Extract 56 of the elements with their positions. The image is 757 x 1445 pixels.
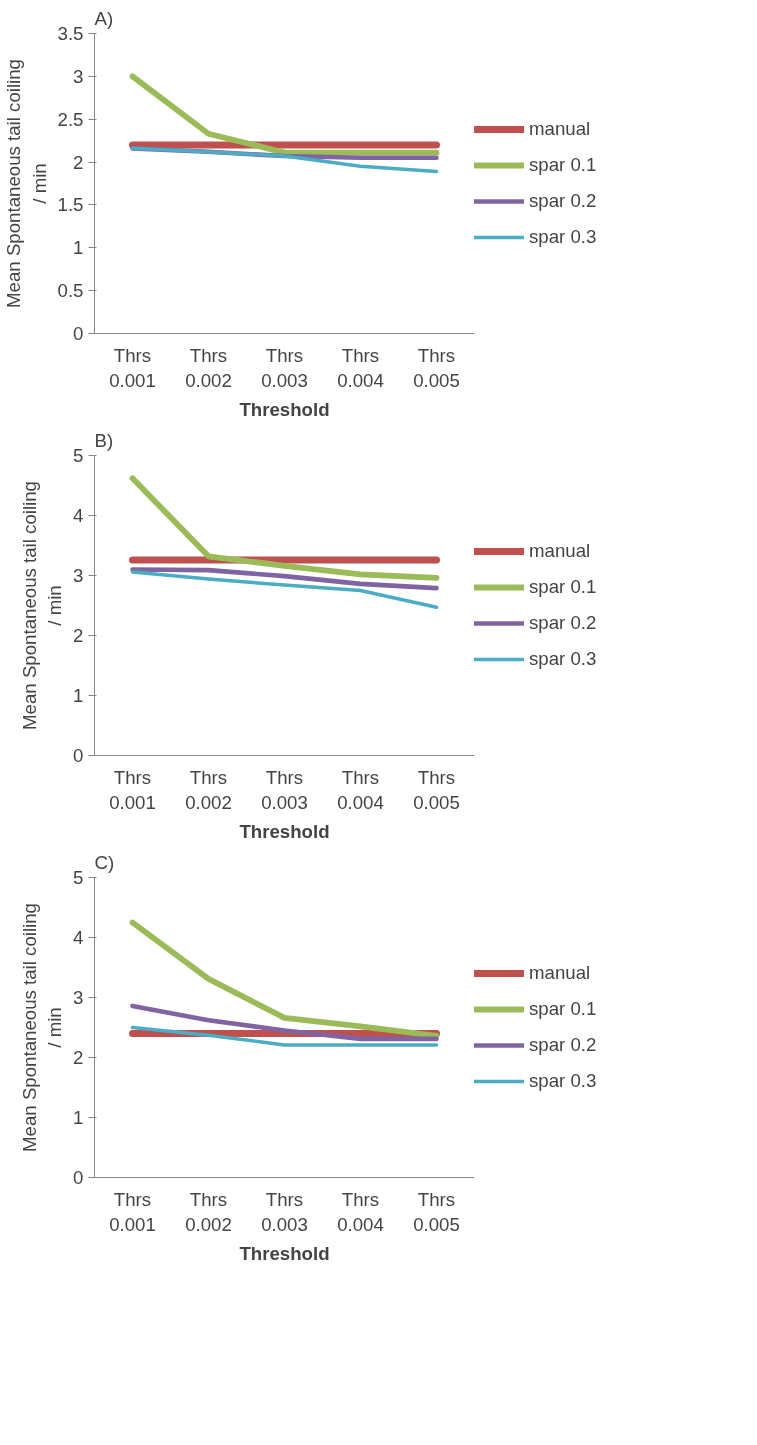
y-tick-label: 0.5 xyxy=(57,280,84,302)
y-tick-label: 1 xyxy=(73,1107,84,1128)
chart-title: C) xyxy=(94,851,115,873)
y-tick-label: 3 xyxy=(73,65,84,87)
y-tick-label: 0 xyxy=(73,323,84,344)
x-tick-label: Thrs 0.002 xyxy=(185,344,232,391)
y-tick-label: 2.5 xyxy=(57,108,84,130)
x-tick-label: Thrs 0.005 xyxy=(413,1188,460,1235)
legend-label: manual xyxy=(529,118,591,140)
y-tick-label: 5 xyxy=(73,445,84,466)
x-tick-label: Thrs 0.004 xyxy=(337,344,384,391)
legend-label: spar 0.1 xyxy=(529,998,597,1020)
legend-label: spar 0.2 xyxy=(529,612,597,634)
y-tick-label: 1.5 xyxy=(57,194,84,216)
y-tick-label: 4 xyxy=(73,927,84,948)
chart-title: A) xyxy=(94,7,114,29)
legend-label: spar 0.1 xyxy=(529,154,597,176)
y-tick-label: 0 xyxy=(73,1167,84,1188)
y-tick-label: 1 xyxy=(73,685,84,706)
chart-title: B) xyxy=(94,429,114,451)
legend-label: spar 0.3 xyxy=(529,1070,597,1092)
y-axis-title: Mean Spontaneous tail coiling / min xyxy=(18,481,66,730)
x-tick-label: Thrs 0.004 xyxy=(337,1188,384,1235)
y-tick-label: 1 xyxy=(73,237,84,259)
x-tick-label: Thrs 0.001 xyxy=(109,1188,156,1235)
x-axis-title: Threshold xyxy=(239,398,330,420)
y-tick-label: 3 xyxy=(73,565,84,586)
x-axis-title: Threshold xyxy=(239,1242,330,1264)
x-tick-label: Thrs 0.002 xyxy=(185,766,232,813)
legend-label: spar 0.2 xyxy=(529,1034,597,1056)
y-tick-label: 2 xyxy=(73,625,84,646)
legend-label: spar 0.3 xyxy=(529,226,597,248)
legend-label: spar 0.1 xyxy=(529,576,597,598)
x-tick-label: Thrs 0.005 xyxy=(413,766,460,813)
y-tick-label: 4 xyxy=(73,505,84,526)
x-tick-label: Thrs 0.003 xyxy=(261,766,308,813)
y-tick-label: 3.5 xyxy=(57,23,84,44)
legend-label: spar 0.2 xyxy=(529,190,597,212)
legend-label: spar 0.3 xyxy=(529,648,597,670)
legend-label: manual xyxy=(529,962,591,984)
y-tick-label: 2 xyxy=(73,1047,84,1068)
x-tick-label: Thrs 0.002 xyxy=(185,1188,232,1235)
y-tick-label: 3 xyxy=(73,987,84,1008)
y-tick-label: 2 xyxy=(73,151,84,173)
x-tick-label: Thrs 0.003 xyxy=(261,1188,308,1235)
y-axis-title: Mean Spontaneous tail coiling / min xyxy=(18,903,66,1152)
x-tick-label: Thrs 0.005 xyxy=(413,344,460,391)
y-tick-label: 5 xyxy=(73,867,84,888)
x-tick-label: Thrs 0.004 xyxy=(337,766,384,813)
x-tick-label: Thrs 0.001 xyxy=(109,344,156,391)
y-tick-label: 0 xyxy=(73,745,84,766)
x-tick-label: Thrs 0.003 xyxy=(261,344,308,391)
y-axis-title: Mean Spontaneous tail coiling / min xyxy=(3,59,50,308)
x-axis-title: Threshold xyxy=(239,820,330,842)
x-tick-label: Thrs 0.001 xyxy=(109,766,156,813)
legend-label: manual xyxy=(529,540,591,562)
